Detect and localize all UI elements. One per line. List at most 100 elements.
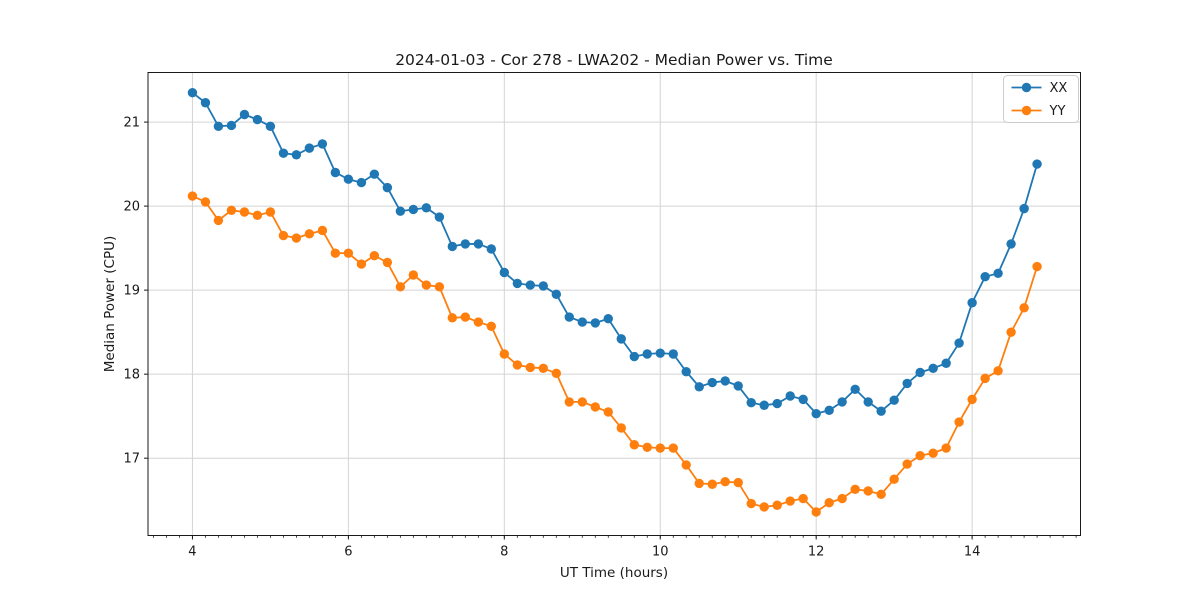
data-point xyxy=(798,493,808,504)
data-point xyxy=(525,362,535,373)
data-point xyxy=(655,443,665,453)
legend-marker xyxy=(1021,82,1032,93)
data-point xyxy=(993,268,1003,279)
data-point xyxy=(1019,203,1029,214)
data-point xyxy=(213,121,224,131)
data-point xyxy=(304,143,315,153)
data-point xyxy=(616,423,626,433)
data-series xyxy=(187,87,1042,517)
data-point xyxy=(590,402,600,412)
data-point xyxy=(603,314,613,324)
data-point xyxy=(967,394,977,405)
data-point xyxy=(811,408,821,419)
data-point xyxy=(538,281,548,291)
data-point xyxy=(434,212,445,222)
data-point xyxy=(369,169,380,179)
data-point xyxy=(772,398,782,409)
data-point xyxy=(330,167,341,178)
data-point xyxy=(941,358,951,368)
data-point xyxy=(239,109,250,120)
data-point xyxy=(733,381,743,391)
data-point xyxy=(512,278,523,289)
data-point xyxy=(447,241,458,252)
y-axis-label: Median Power (CPU) xyxy=(102,236,118,372)
data-point xyxy=(538,363,548,373)
data-point xyxy=(226,120,237,131)
data-point xyxy=(902,378,912,389)
data-point xyxy=(395,282,406,292)
data-point xyxy=(603,407,613,417)
data-point xyxy=(694,382,704,392)
legend-label: XX xyxy=(1050,81,1068,96)
data-point xyxy=(889,474,899,484)
data-point xyxy=(187,191,198,201)
data-point xyxy=(1006,239,1016,249)
series-XX xyxy=(187,87,1042,419)
gridlines xyxy=(148,72,1081,536)
data-point xyxy=(824,405,834,415)
data-point xyxy=(863,397,873,407)
data-point xyxy=(1032,159,1042,169)
data-point xyxy=(746,398,756,408)
data-point xyxy=(707,479,717,489)
data-point xyxy=(915,367,925,378)
data-point xyxy=(278,148,289,158)
data-point xyxy=(317,139,328,149)
data-point xyxy=(1019,303,1029,313)
data-point xyxy=(928,448,938,458)
legend-marker xyxy=(1021,105,1032,116)
data-point xyxy=(265,121,276,131)
data-point xyxy=(655,348,665,358)
data-point xyxy=(434,282,445,292)
y-tick-label: 18 xyxy=(123,368,140,383)
data-point xyxy=(876,406,886,416)
data-point xyxy=(343,174,354,184)
data-point xyxy=(395,206,406,216)
data-point xyxy=(668,349,678,359)
data-point xyxy=(473,239,484,249)
data-point xyxy=(486,244,496,254)
data-point xyxy=(551,289,562,300)
data-point xyxy=(369,250,380,261)
data-point xyxy=(1006,327,1016,337)
data-point xyxy=(239,207,250,217)
data-point xyxy=(200,197,211,207)
data-point xyxy=(863,486,873,496)
data-point xyxy=(551,368,562,379)
data-point xyxy=(642,349,652,359)
data-point xyxy=(720,376,730,386)
data-point xyxy=(304,229,315,239)
y-tick-label: 21 xyxy=(123,116,140,131)
axes xyxy=(144,72,1081,540)
data-point xyxy=(577,397,587,407)
data-point xyxy=(876,489,886,500)
data-point xyxy=(707,377,717,388)
data-point xyxy=(785,496,795,506)
data-point xyxy=(278,230,289,241)
data-point xyxy=(382,257,393,268)
series-YY xyxy=(187,191,1042,517)
data-point xyxy=(980,271,990,282)
data-point xyxy=(330,248,341,258)
data-point xyxy=(408,270,419,280)
data-point xyxy=(616,334,626,344)
data-point xyxy=(590,318,600,328)
data-point xyxy=(577,317,587,327)
data-point xyxy=(356,259,367,269)
x-tick-label: 8 xyxy=(500,545,508,560)
data-point xyxy=(668,443,678,453)
data-point xyxy=(642,442,652,452)
x-tick-label: 10 xyxy=(652,545,669,560)
y-tick-label: 20 xyxy=(123,200,140,215)
data-point xyxy=(993,366,1003,376)
data-point xyxy=(837,397,847,407)
data-point xyxy=(473,317,484,327)
data-point xyxy=(954,417,964,427)
data-point xyxy=(954,338,964,348)
data-point xyxy=(837,493,847,504)
data-point xyxy=(850,384,860,394)
chart-title: 2024-01-03 - Cor 278 - LWA202 - Median P… xyxy=(395,51,833,69)
data-point xyxy=(265,207,276,217)
legend-label: YY xyxy=(1049,104,1066,119)
data-point xyxy=(629,440,639,450)
